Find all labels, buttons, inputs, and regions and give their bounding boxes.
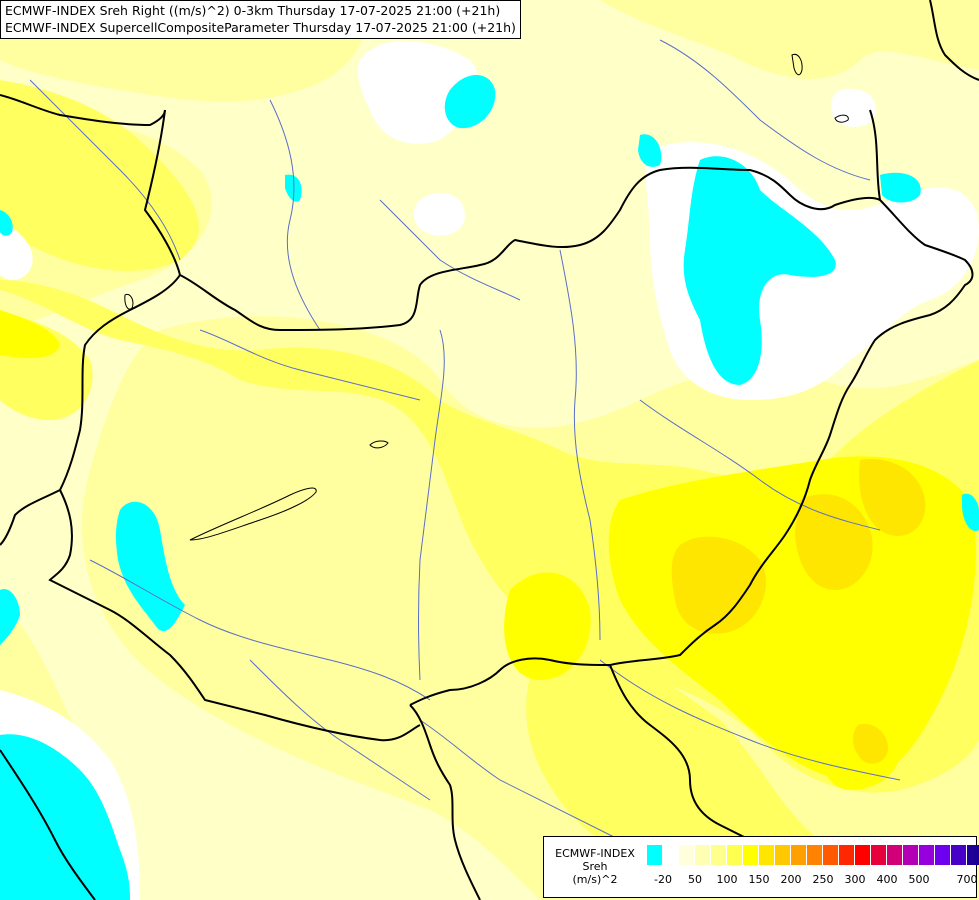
legend-tick-label: 150 — [748, 873, 770, 886]
map-title: ECMWF-INDEX Sreh Right ((m/s)^2) 0-3km T… — [0, 0, 521, 39]
legend-swatch — [967, 845, 979, 865]
legend-swatch — [887, 845, 903, 865]
legend-tick-label: 200 — [780, 873, 802, 886]
legend-name-line-3: (m/s)^2 — [572, 873, 618, 886]
legend-swatch — [935, 845, 951, 865]
legend-swatch — [727, 845, 743, 865]
legend-tick-label: 250 — [812, 873, 834, 886]
legend-swatches — [647, 845, 979, 865]
legend-swatch — [679, 845, 695, 865]
legend-swatch — [647, 845, 663, 865]
legend-swatch — [759, 845, 775, 865]
legend-tick-label: 500 — [908, 873, 930, 886]
legend-name: ECMWF-INDEX Sreh (m/s)^2 — [550, 847, 640, 886]
title-line-1: ECMWF-INDEX Sreh Right ((m/s)^2) 0-3km T… — [5, 3, 501, 18]
legend-swatch — [823, 845, 839, 865]
legend-swatch — [919, 845, 935, 865]
legend-swatch — [855, 845, 871, 865]
rivers — [29, 39, 901, 841]
title-line-2: ECMWF-INDEX SupercellCompositeParameter … — [5, 20, 516, 35]
legend-swatch — [775, 845, 791, 865]
legend-swatch — [871, 845, 887, 865]
contour-cyan — [0, 75, 979, 900]
legend-swatch — [743, 845, 759, 865]
legend-tick-label: -20 — [654, 873, 672, 886]
contour-gold — [671, 459, 926, 764]
legend-name-line-2: Sreh — [582, 860, 608, 873]
legend-tick-label: 400 — [876, 873, 898, 886]
legend-ticks: -20 50 100 150 200 250 300 400 500 700 — [647, 873, 977, 887]
legend-swatch — [903, 845, 919, 865]
legend-tick-label: 100 — [716, 873, 738, 886]
legend-tick-label: 50 — [688, 873, 702, 886]
legend-swatch — [663, 845, 679, 865]
legend-tick-label: 300 — [844, 873, 866, 886]
legend-swatch — [951, 845, 967, 865]
lakes — [124, 53, 849, 541]
legend-swatch — [791, 845, 807, 865]
legend-swatch — [711, 845, 727, 865]
legend-name-line-1: ECMWF-INDEX — [555, 847, 635, 860]
legend-swatch — [807, 845, 823, 865]
legend-swatch — [839, 845, 855, 865]
color-legend: ECMWF-INDEX Sreh (m/s)^2 -20 50 100 150 200 2… — [543, 836, 979, 898]
legend-swatch — [695, 845, 711, 865]
legend-tick-label: 700 — [956, 873, 978, 886]
